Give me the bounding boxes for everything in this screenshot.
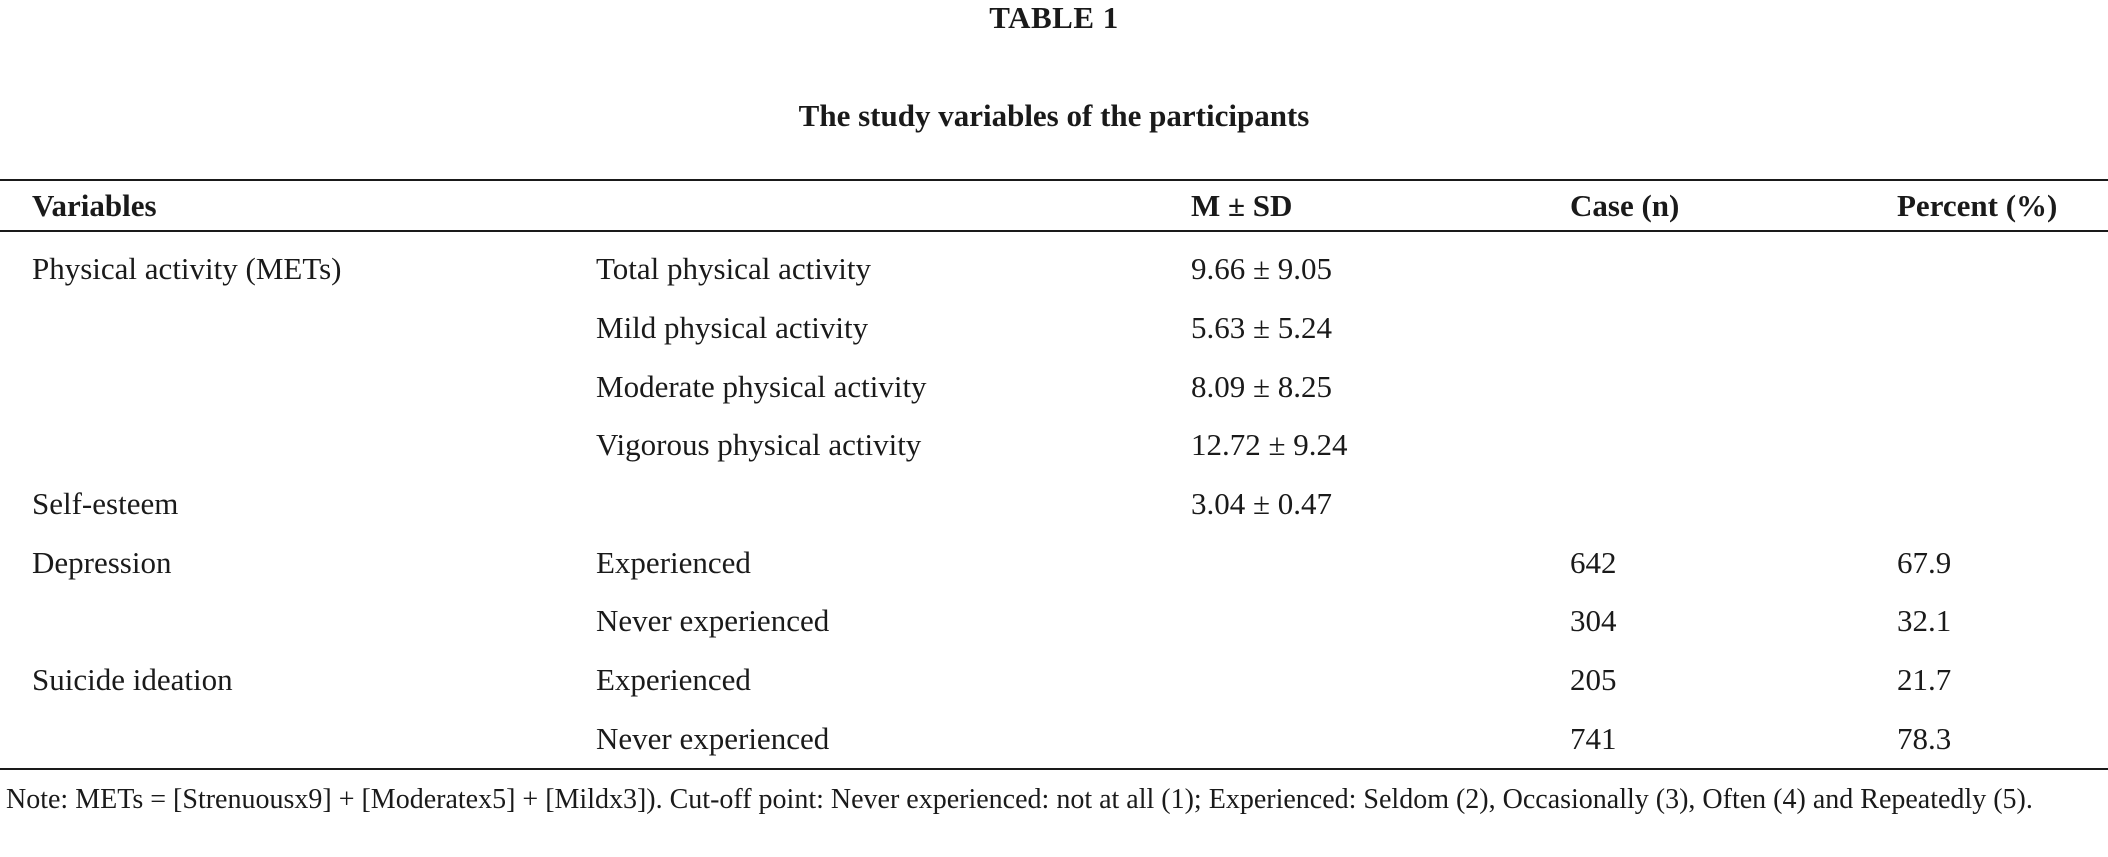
- cell-subvariable: [596, 475, 1191, 534]
- table-row: Never experienced 741 78.3: [0, 709, 2108, 771]
- cell-case: 741: [1570, 709, 1897, 771]
- cell-variable: Depression: [32, 544, 172, 580]
- table-note: Note: METs = [Strenuousx9] + [Moderatex5…: [6, 784, 2033, 815]
- header-mean-sd: M ± SD: [1191, 179, 1570, 232]
- cell-variable: [0, 592, 596, 651]
- cell-percent: [1897, 299, 2108, 358]
- cell-variable: [0, 709, 596, 771]
- cell-variable: Physical activity (METs): [32, 251, 342, 287]
- cell-mean-sd: [1191, 533, 1570, 592]
- cell-variable: [0, 299, 596, 358]
- cell-subvariable: Total physical activity: [596, 251, 872, 287]
- cell-mean-sd: [1191, 592, 1570, 651]
- table-row: Moderate physical activity 8.09 ± 8.25: [0, 357, 2108, 416]
- cell-case: [1570, 240, 1897, 299]
- cell-subvariable: Moderate physical activity: [596, 368, 927, 404]
- header-percent: Percent (%): [1897, 179, 2108, 232]
- cell-subvariable: Vigorous physical activity: [596, 427, 922, 463]
- cell-mean-sd: 12.72 ± 9.24: [1191, 427, 1348, 463]
- cell-case: [1570, 416, 1897, 475]
- cell-mean-sd: 9.66 ± 9.05: [1191, 251, 1333, 287]
- cell-subvariable: Never experienced: [596, 709, 1191, 771]
- cell-percent: [1897, 357, 2108, 416]
- table-row: Physical activity (METs) Total physical …: [0, 240, 2108, 299]
- cell-percent: [1897, 240, 2108, 299]
- cell-percent: 67.9: [1897, 544, 1952, 580]
- cell-variable: Self-esteem: [32, 486, 179, 522]
- study-variables-table: Variables M ± SD Case (n) Percent (%) Ph…: [0, 179, 2108, 771]
- cell-case: 205: [1570, 662, 1617, 698]
- cell-percent: [1897, 416, 2108, 475]
- table-title: The study variables of the participants: [798, 98, 1310, 133]
- table-header: Variables M ± SD Case (n) Percent (%): [0, 179, 2108, 232]
- cell-percent: 32.1: [1897, 603, 1952, 639]
- cell-case: [1570, 475, 1897, 534]
- cell-mean-sd: 5.63 ± 5.24: [1191, 310, 1333, 346]
- cell-case: [1570, 357, 1897, 416]
- header-variables: Variables: [0, 179, 596, 232]
- table-row: Suicide ideation Experienced 205 21.7: [0, 651, 2108, 710]
- cell-subvariable: Experienced: [596, 544, 751, 580]
- cell-percent: 78.3: [1897, 709, 2108, 771]
- cell-subvariable: Mild physical activity: [596, 310, 869, 346]
- cell-mean-sd: [1191, 709, 1570, 771]
- cell-case: 304: [1570, 603, 1617, 639]
- table-row: Depression Experienced 642 67.9: [0, 533, 2108, 592]
- cell-mean-sd: 3.04 ± 0.47: [1191, 486, 1333, 522]
- cell-variable: [0, 357, 596, 416]
- cell-mean-sd: 8.09 ± 8.25: [1191, 368, 1333, 404]
- table-container: Variables M ± SD Case (n) Percent (%) Ph…: [0, 179, 2108, 771]
- header-case: Case (n): [1570, 179, 1897, 232]
- table-body: Physical activity (METs) Total physical …: [0, 231, 2108, 771]
- cell-percent: 21.7: [1897, 662, 1952, 698]
- cell-subvariable: Never experienced: [596, 603, 830, 639]
- table-row: Never experienced 304 32.1: [0, 592, 2108, 651]
- cell-case: [1570, 299, 1897, 358]
- cell-variable: [0, 416, 596, 475]
- cell-mean-sd: [1191, 651, 1570, 710]
- table-spacer: [0, 231, 2108, 240]
- header-row: Variables M ± SD Case (n) Percent (%): [0, 179, 2108, 232]
- cell-case: 642: [1570, 544, 1617, 580]
- table-row: Self-esteem 3.04 ± 0.47: [0, 475, 2108, 534]
- table-number: TABLE 1: [989, 0, 1119, 35]
- cell-percent: [1897, 475, 2108, 534]
- table-row: Mild physical activity 5.63 ± 5.24: [0, 299, 2108, 358]
- table-row: Vigorous physical activity 12.72 ± 9.24: [0, 416, 2108, 475]
- header-subvariable: [596, 179, 1191, 232]
- cell-subvariable: Experienced: [596, 662, 751, 698]
- cell-variable: Suicide ideation: [32, 662, 233, 698]
